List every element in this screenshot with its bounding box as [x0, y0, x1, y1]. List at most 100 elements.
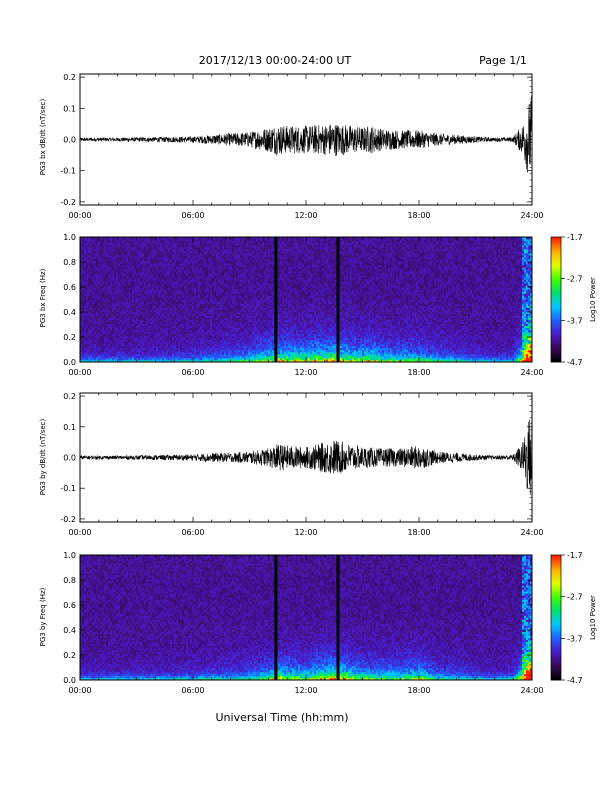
spectrogram-cell — [108, 314, 110, 316]
spectrogram-cell — [192, 293, 194, 295]
spectrogram-cell — [134, 289, 136, 291]
spectrogram-cell — [188, 275, 190, 277]
spectrogram-cell — [156, 283, 158, 285]
spectrogram-cell — [82, 243, 84, 245]
spectrogram-cell — [86, 342, 88, 344]
spectrogram-cell — [124, 326, 126, 328]
spectrogram-cell — [156, 245, 158, 247]
spectrogram-cell — [122, 269, 124, 271]
spectrogram-cell — [198, 277, 200, 279]
spectrogram-cell — [100, 314, 102, 316]
spectrogram-cell — [106, 261, 108, 263]
spectrogram-cell — [182, 267, 184, 269]
spectrogram-cell — [186, 279, 188, 281]
spectrogram-cell — [106, 285, 108, 287]
spectrogram-cell — [160, 285, 162, 287]
x-tick-label: 18:00 — [407, 211, 430, 220]
spectrogram-cell — [84, 340, 86, 342]
spectrogram-cell — [94, 289, 96, 291]
spectrogram-cell — [92, 358, 94, 360]
spectrogram-cell — [112, 261, 114, 263]
spectrogram-cell — [122, 326, 124, 328]
spectrogram-cell — [154, 348, 156, 350]
spectrogram-cell — [128, 289, 130, 291]
spectrogram-cell — [110, 283, 112, 285]
spectrogram-cell — [128, 239, 130, 241]
spectrogram-cell — [158, 255, 160, 257]
spectrogram-cell — [104, 241, 106, 243]
spectrogram-cell — [112, 312, 114, 314]
spectrogram-cell — [168, 316, 170, 318]
spectrogram-cell — [152, 245, 154, 247]
spectrogram-cell — [184, 346, 186, 348]
spectrogram-cell — [106, 310, 108, 312]
spectrogram-cell — [180, 243, 182, 245]
spectrogram-cell — [200, 241, 202, 243]
spectrogram-cell — [204, 287, 206, 289]
spectrogram-cell — [172, 348, 174, 350]
spectrogram-cell — [84, 295, 86, 297]
spectrogram-cell — [150, 302, 152, 304]
spectrogram-cell — [194, 316, 196, 318]
spectrogram-cell — [92, 308, 94, 310]
spectrogram-cell — [136, 346, 138, 348]
spectrogram-cell — [166, 324, 168, 326]
spectrogram-cell — [114, 328, 116, 330]
spectrogram-cell — [170, 356, 172, 358]
spectrogram-cell — [122, 342, 124, 344]
spectrogram-cell — [170, 346, 172, 348]
spectrogram-cell — [180, 314, 182, 316]
spectrogram-cell — [100, 308, 102, 310]
signal-trace — [80, 96, 532, 173]
spectrogram-cell — [108, 310, 110, 312]
spectrogram-cell — [196, 326, 198, 328]
spectrogram-cell — [84, 247, 86, 249]
spectrogram-cell — [90, 265, 92, 267]
spectrogram-cell — [180, 316, 182, 318]
spectrogram-cell — [138, 314, 140, 316]
spectrogram-cell — [108, 340, 110, 342]
spectrogram-cell — [124, 295, 126, 297]
spectrogram-cell — [190, 273, 192, 275]
spectrogram-cell — [142, 291, 144, 293]
spectrogram-cell — [196, 267, 198, 269]
spectrogram-cell — [92, 352, 94, 354]
spectrogram-cell — [112, 277, 114, 279]
spectrogram-cell — [144, 322, 146, 324]
spectrogram-cell — [178, 332, 180, 334]
spectrogram-cell — [128, 338, 130, 340]
spectrogram-cell — [126, 332, 128, 334]
spectrogram-cell — [180, 306, 182, 308]
spectrogram-cell — [90, 287, 92, 289]
spectrogram-cell — [182, 243, 184, 245]
spectrogram-cell — [122, 356, 124, 358]
spectrogram-cell — [96, 267, 98, 269]
spectrogram-cell — [110, 267, 112, 269]
spectrogram-cell — [126, 251, 128, 253]
spectrogram-cell — [200, 328, 202, 330]
spectrogram-cell — [142, 356, 144, 358]
spectrogram-cell — [200, 350, 202, 352]
spectrogram-cell — [156, 291, 158, 293]
spectrogram-cell — [116, 297, 118, 299]
spectrogram-cell — [112, 295, 114, 297]
spectrogram-cell — [172, 289, 174, 291]
spectrogram-cell — [106, 336, 108, 338]
spectrogram-cell — [194, 283, 196, 285]
spectrogram-cell — [146, 265, 148, 267]
spectrogram-cell — [186, 273, 188, 275]
spectrogram-cell — [166, 265, 168, 267]
spectrogram-cell — [204, 350, 206, 352]
spectrogram-cell — [84, 302, 86, 304]
spectrogram-cell — [126, 346, 128, 348]
spectrogram-cell — [84, 324, 86, 326]
spectrogram-cell — [84, 304, 86, 306]
spectrogram-cell — [180, 281, 182, 283]
spectrogram-cell — [116, 356, 118, 358]
spectrogram-cell — [196, 289, 198, 291]
spectrogram-cell — [100, 277, 102, 279]
spectrogram-cell — [182, 332, 184, 334]
spectrogram-cell — [106, 245, 108, 247]
spectrogram-cell — [162, 253, 164, 255]
spectrogram-cell — [182, 354, 184, 356]
